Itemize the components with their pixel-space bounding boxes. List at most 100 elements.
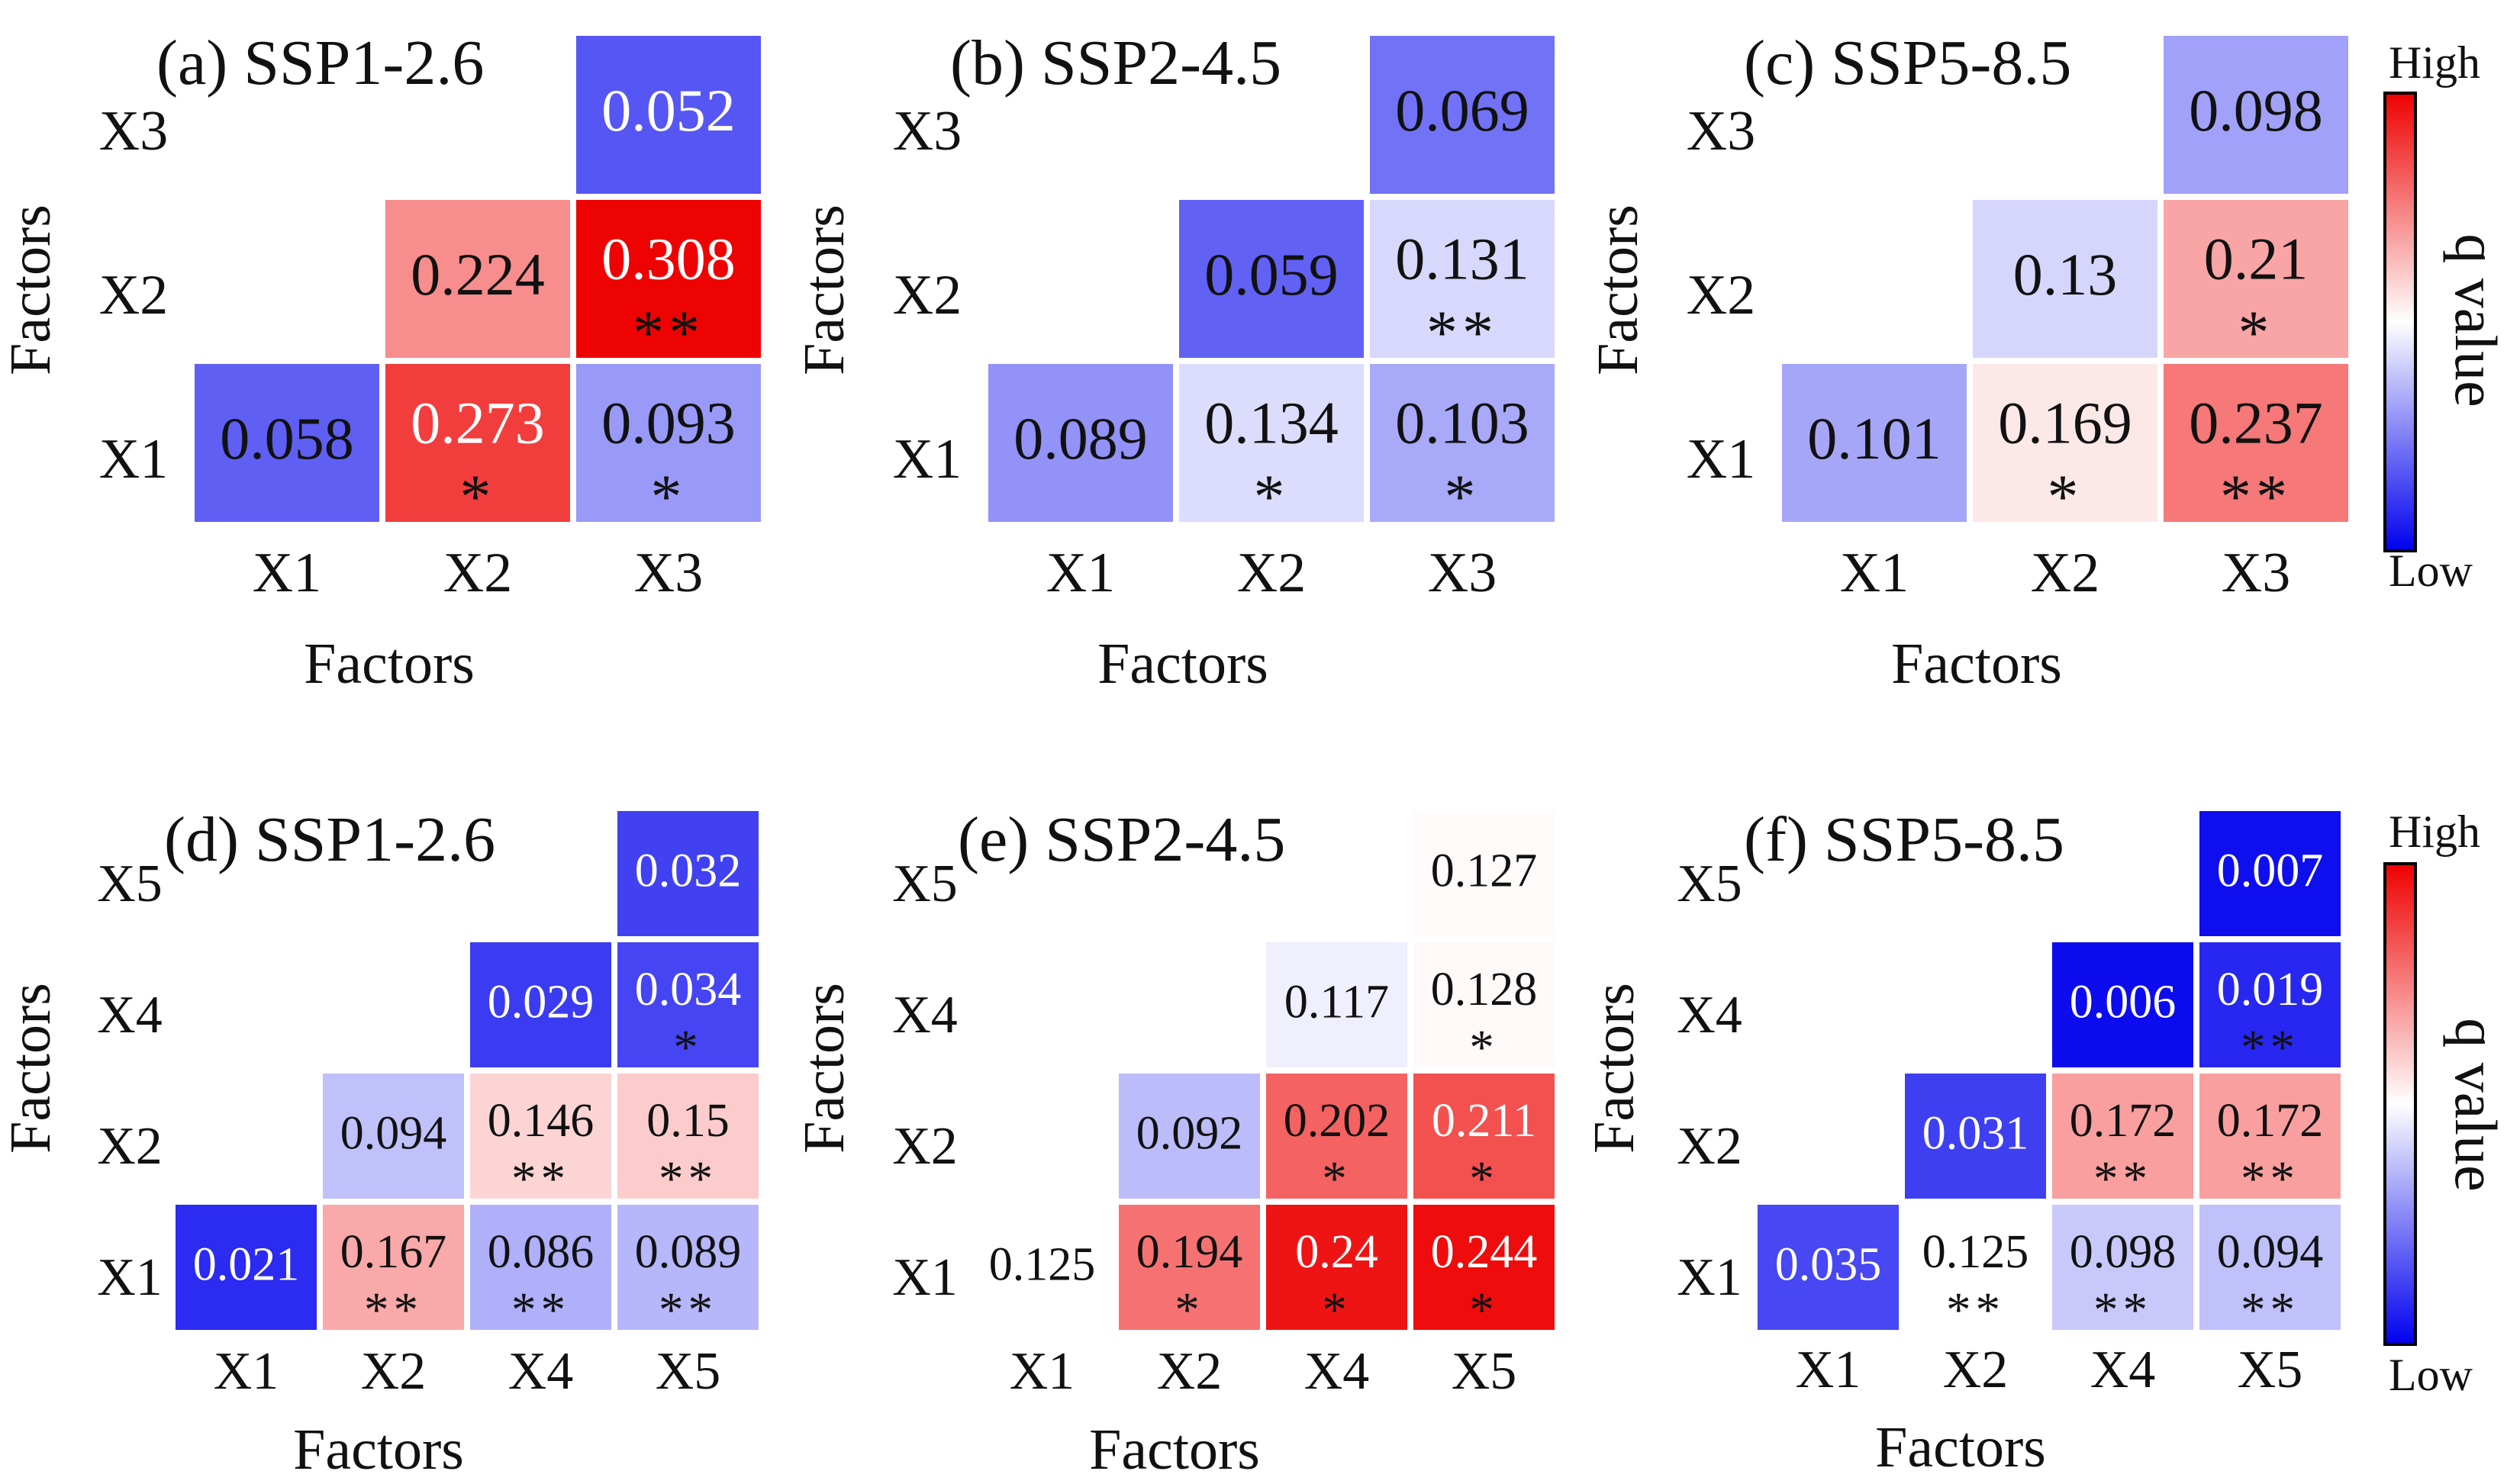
cell-value-label: 0.029 — [488, 976, 595, 1028]
colorbar-bottom-title: q value — [2443, 1018, 2507, 1191]
y-axis-label: Factors — [0, 204, 63, 375]
cell-value-label: 0.031 — [1922, 1107, 2029, 1159]
heatmap-cell — [323, 1074, 464, 1199]
x-tick-label: X2 — [443, 542, 512, 604]
cell-value-label: 0.237 — [2189, 390, 2323, 456]
cell-value-label: 0.146 — [488, 1095, 595, 1147]
cell-value-label: 0.134 — [1204, 390, 1339, 456]
x-tick-label: X1 — [1796, 1341, 1861, 1399]
cell-value-label: 0.244 — [1431, 1226, 1538, 1278]
cell-significance-marker: ** — [511, 1151, 570, 1206]
cell-value-label: 0.086 — [488, 1226, 595, 1278]
heatmap-cell — [1905, 1074, 2046, 1199]
y-tick-label: X5 — [1677, 855, 1742, 913]
x-tick-label: X4 — [1304, 1342, 1370, 1401]
x-tick-label: X1 — [1046, 542, 1115, 604]
x-axis-label: Factors — [304, 632, 475, 696]
heatmap-cell — [385, 200, 570, 358]
heatmap-cell — [1973, 364, 2157, 522]
cell-value-label: 0.127 — [1431, 845, 1538, 897]
cell-value-label: 0.052 — [601, 77, 736, 143]
cell-value-label: 0.167 — [340, 1226, 447, 1278]
x-tick-label: X1 — [1840, 542, 1909, 604]
heatmap-cell — [617, 942, 759, 1067]
heatmap-cell — [385, 364, 570, 522]
heatmap-cell — [1413, 811, 1555, 936]
x-tick-label: X3 — [2222, 542, 2290, 604]
heatmap-cell — [1119, 1074, 1260, 1199]
x-axis-label: Factors — [293, 1418, 464, 1482]
heatmap-cell — [1179, 364, 1364, 522]
cell-value-label: 0.172 — [2217, 1095, 2324, 1147]
colorbar-top-high-label: High — [2389, 37, 2480, 88]
heatmap-cell — [576, 200, 761, 358]
cell-value-label: 0.094 — [2217, 1226, 2324, 1278]
cell-value-label: 0.034 — [635, 964, 742, 1016]
colorbar-top-gradient — [2383, 92, 2417, 552]
cell-significance-marker: * — [1175, 1283, 1204, 1338]
cell-significance-marker: * — [2238, 298, 2274, 367]
cell-value-label: 0.098 — [2189, 77, 2323, 143]
heatmap-cell — [2164, 36, 2348, 194]
y-tick-label: X3 — [1687, 100, 1755, 163]
colorbar-top: High Low q value — [2383, 37, 2507, 596]
cell-significance-marker: ** — [1426, 298, 1498, 367]
y-axis-label: Factors — [792, 204, 856, 375]
heatmap-cell — [617, 1074, 759, 1199]
heatmap-cell — [470, 942, 611, 1067]
heatmap-cell — [1758, 1205, 1899, 1330]
heatmap-cell — [1413, 1074, 1555, 1199]
x-tick-label: X5 — [656, 1342, 721, 1401]
cell-value-label: 0.131 — [1395, 226, 1529, 292]
y-tick-label: X4 — [892, 986, 958, 1045]
heatmap-cell — [470, 1074, 611, 1199]
heatmap-cell — [195, 364, 379, 522]
y-tick-label: X2 — [99, 264, 168, 327]
y-tick-label: X1 — [893, 428, 962, 491]
cell-value-label: 0.059 — [1204, 241, 1339, 307]
heatmap-cell — [576, 364, 761, 522]
cell-significance-marker: ** — [2093, 1283, 2152, 1338]
cell-significance-marker: * — [1469, 1283, 1499, 1338]
panel-f-title: (f) SSP5-8.5 — [1744, 804, 2064, 875]
x-tick-label: X4 — [2090, 1341, 2156, 1399]
x-tick-label: X2 — [1943, 1341, 2009, 1399]
heatmap-cell — [1179, 200, 1364, 358]
cell-significance-marker: * — [2048, 462, 2083, 531]
y-tick-label: X5 — [892, 855, 958, 913]
cell-value-label: 0.125 — [989, 1238, 1096, 1290]
panel-b-title: (b) SSP2-4.5 — [950, 27, 1281, 98]
cell-significance-marker: * — [1254, 462, 1290, 531]
cell-value-label: 0.093 — [601, 390, 736, 456]
cell-value-label: 0.24 — [1295, 1226, 1378, 1278]
cell-value-label: 0.089 — [635, 1226, 742, 1278]
y-tick-label: X1 — [97, 1248, 163, 1307]
cell-value-label: 0.21 — [2204, 226, 2309, 292]
heatmap-cell — [2199, 942, 2341, 1067]
panel-c-title: (c) SSP5-8.5 — [1744, 27, 2071, 98]
cell-significance-marker: * — [651, 462, 687, 531]
cell-value-label: 0.273 — [411, 390, 545, 456]
heatmap-cell — [2052, 1205, 2193, 1330]
cell-value-label: 0.098 — [2070, 1226, 2177, 1278]
heatmap-cell — [323, 1205, 464, 1330]
cell-value-label: 0.006 — [2070, 976, 2177, 1028]
heatmap-cell — [2199, 811, 2341, 936]
y-tick-label: X3 — [99, 100, 168, 163]
x-tick-label: X1 — [1010, 1342, 1075, 1401]
heatmap-cell — [576, 36, 761, 194]
cell-value-label: 0.13 — [2013, 241, 2118, 307]
cell-significance-marker: * — [1445, 462, 1481, 531]
y-tick-label: X2 — [97, 1117, 163, 1176]
y-tick-label: X1 — [892, 1248, 958, 1307]
cell-value-label: 0.308 — [601, 226, 736, 292]
cell-value-label: 0.101 — [1807, 405, 1941, 472]
cell-value-label: 0.128 — [1431, 964, 1538, 1016]
cell-significance-marker: ** — [659, 1283, 717, 1338]
y-tick-label: X4 — [97, 986, 163, 1045]
x-tick-label: X2 — [1157, 1342, 1223, 1401]
heatmap-cell — [617, 1205, 759, 1330]
